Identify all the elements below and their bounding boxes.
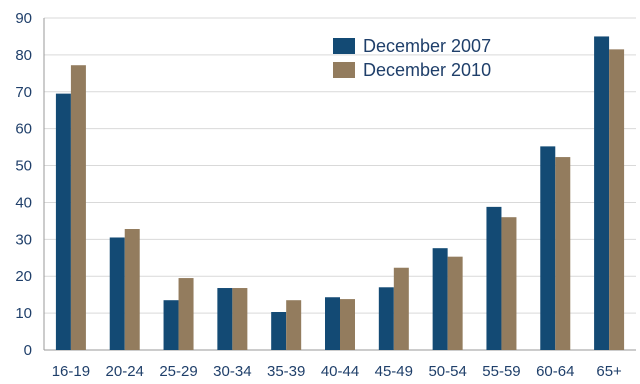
x-tick-label-50-54: 50-54 <box>428 363 466 380</box>
bar-50-54-series-0 <box>432 248 448 350</box>
bar-55-59-series-1 <box>501 217 517 350</box>
bar-25-29-series-0 <box>163 300 179 350</box>
legend-swatch-december-2007 <box>333 38 355 54</box>
y-tick-labels: 0 10 20 30 40 50 60 70 80 90 <box>15 10 32 359</box>
bar-25-29-series-1 <box>178 278 194 350</box>
x-tick-label-30-34: 30-34 <box>213 363 251 380</box>
y-tick-label-60: 60 <box>15 121 32 138</box>
bar-35-39-series-0 <box>271 312 287 350</box>
bar-40-44-series-0 <box>325 297 340 350</box>
bar-16-19-series-0 <box>55 93 71 350</box>
legend: December 2007 December 2010 <box>333 36 491 80</box>
bar-30-34-series-0 <box>217 288 233 350</box>
bar-35-39-series-1 <box>286 300 302 350</box>
y-tick-label-50: 50 <box>15 158 32 175</box>
bar-45-49-series-1 <box>393 267 409 350</box>
bar-65+-series-0 <box>594 36 610 350</box>
legend-label-december-2010: December 2010 <box>363 60 491 80</box>
bar-30-34-series-1 <box>232 288 248 350</box>
x-tick-label-16-19: 16-19 <box>52 363 90 380</box>
x-tick-label-35-39: 35-39 <box>267 363 305 380</box>
bar-20-24-series-1 <box>124 229 140 350</box>
y-tick-label-70: 70 <box>15 84 32 101</box>
bar-50-54-series-1 <box>447 256 463 350</box>
y-tick-label-20: 20 <box>15 268 32 285</box>
legend-swatch-december-2010 <box>333 62 355 78</box>
bar-45-49-series-0 <box>378 287 394 350</box>
bar-40-44-series-1 <box>340 299 355 350</box>
x-tick-label-65+: 65+ <box>596 363 622 380</box>
bar-60-64-series-1 <box>555 157 571 350</box>
x-tick-label-45-49: 45-49 <box>375 363 413 380</box>
y-tick-label-90: 90 <box>15 10 32 27</box>
y-tick-label-10: 10 <box>15 305 32 322</box>
y-tick-label-80: 80 <box>15 47 32 64</box>
y-tick-label-30: 30 <box>15 231 32 248</box>
legend-label-december-2007: December 2007 <box>363 36 491 56</box>
bar-16-19-series-1 <box>70 65 86 351</box>
gridlines <box>44 17 636 314</box>
x-tick-label-40-44: 40-44 <box>321 363 359 380</box>
x-tick-label-55-59: 55-59 <box>482 363 520 380</box>
y-tick-label-0: 0 <box>24 342 32 359</box>
x-tick-label-20-24: 20-24 <box>106 363 144 380</box>
bar-65+-series-1 <box>609 49 625 350</box>
bars <box>55 36 625 351</box>
x-tick-label-60-64: 60-64 <box>536 363 574 380</box>
y-tick-label-40: 40 <box>15 194 32 211</box>
bar-20-24-series-0 <box>109 237 125 350</box>
x-tick-label-25-29: 25-29 <box>159 363 197 380</box>
x-tick-labels: 16-19 20-24 25-29 30-34 35-39 40-44 45-49 50-54… <box>52 363 622 380</box>
bar-60-64-series-0 <box>540 146 556 350</box>
bar-55-59-series-0 <box>486 206 502 350</box>
